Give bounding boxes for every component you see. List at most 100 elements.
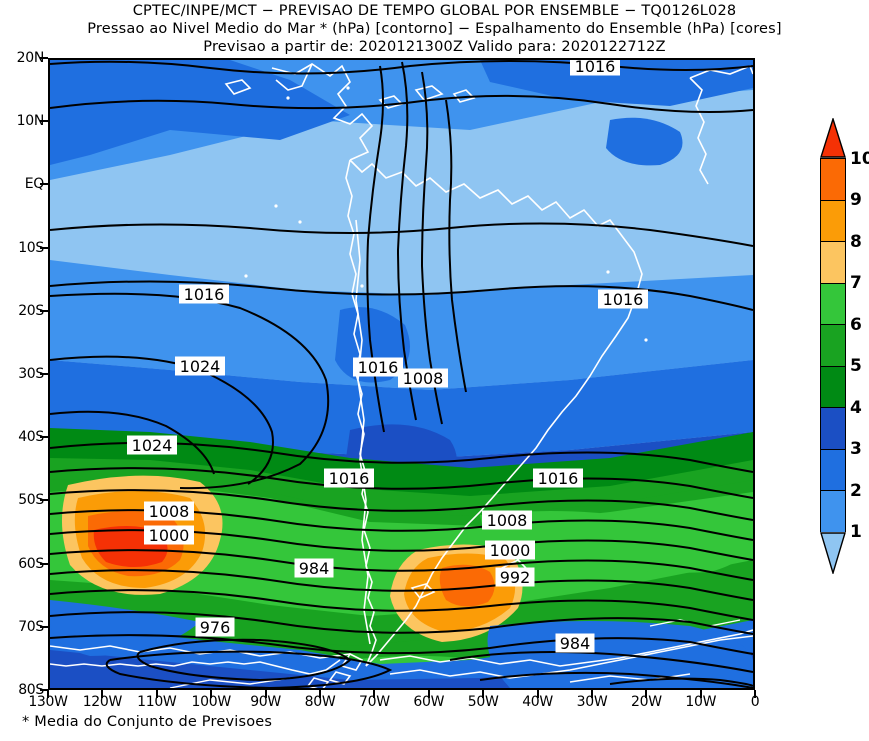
contour-label: 1000 <box>485 540 535 560</box>
contour-label: 984 <box>294 558 334 578</box>
coastline <box>689 77 709 185</box>
pressure-contour <box>50 611 753 635</box>
contour-label-text: 1016 <box>358 358 399 377</box>
contour-label-text: 984 <box>299 559 330 578</box>
coast-speck <box>298 220 302 224</box>
coastline <box>689 64 753 79</box>
colorbar-bottom-arrow <box>820 531 846 574</box>
pressure-contour <box>609 677 753 687</box>
x-tick-label: 80W <box>304 694 336 710</box>
contour-label: 1024 <box>175 356 225 376</box>
contour-label-text: 1016 <box>603 290 644 309</box>
coastline <box>328 671 352 685</box>
y-tick-label: 70S <box>18 618 44 635</box>
coast-speck <box>286 96 290 100</box>
contour-label-bg <box>485 540 535 560</box>
contour-label-text: 1024 <box>180 357 221 376</box>
colorbar-band <box>820 324 846 366</box>
contour-label-text: 1016 <box>329 469 370 488</box>
contour-label-text: 1008 <box>149 502 190 521</box>
contour-label-bg <box>598 289 648 309</box>
shaded-region <box>480 60 753 106</box>
colorbar-band <box>820 407 846 449</box>
colorbar-tick-label: 1 <box>850 522 862 542</box>
y-tick-label: 10S <box>18 239 44 256</box>
colorbar-tick-label: 7 <box>850 273 862 293</box>
y-tick-label: 80S <box>18 682 44 698</box>
coast-speck <box>346 86 350 90</box>
contour-label-text: 1016 <box>575 60 616 76</box>
contour-label-bg <box>495 567 535 587</box>
y-tick-label: 50S <box>18 492 44 509</box>
pressure-contour <box>50 441 753 473</box>
y-tick-mark <box>40 562 48 565</box>
pressure-contour <box>50 489 753 521</box>
y-tick-label: 20N <box>16 50 45 66</box>
y-tick-mark <box>40 373 48 375</box>
contour-label-bg <box>175 356 225 376</box>
pressure-contour <box>396 61 417 421</box>
colorbar-tick-label: 10 <box>850 148 869 169</box>
contour-label-text: 1016 <box>538 469 579 488</box>
y-tick-label: 20S <box>18 302 44 319</box>
y-tick-mark <box>40 120 48 123</box>
coastline <box>340 652 364 671</box>
coastline <box>224 79 252 95</box>
y-tick-mark <box>40 57 48 59</box>
contour-label: 1016 <box>353 357 403 377</box>
x-tick-label: 70W <box>359 694 390 710</box>
x-tick-mark <box>754 690 756 698</box>
pressure-contour <box>50 549 753 581</box>
footnote: * Media do Conjunto de Previsoes <box>22 714 273 730</box>
colorbar-tick-label: 2 <box>850 480 862 501</box>
y-tick-label: 60S <box>18 555 44 572</box>
contour-label-text: 992 <box>500 568 531 587</box>
contour-label: 992 <box>495 567 535 587</box>
coastline <box>410 583 436 599</box>
x-tick-mark <box>319 690 321 698</box>
x-tick-mark <box>47 690 49 698</box>
colorbar-band <box>820 199 846 241</box>
x-tick-mark <box>482 690 485 698</box>
contour-label: 1008 <box>482 510 532 530</box>
y-tick-mark <box>40 246 48 249</box>
colorbar-band <box>820 365 846 407</box>
pressure-contour <box>50 634 753 655</box>
contour-label-text: 1000 <box>149 526 190 545</box>
contour-label-bg <box>324 468 374 488</box>
contour-label-text: 1008 <box>487 511 528 530</box>
colorbar-band <box>820 158 846 200</box>
x-tick-mark <box>536 690 539 698</box>
x-tick-mark <box>210 690 213 698</box>
shaded-region <box>50 60 350 165</box>
coastline <box>389 635 753 679</box>
contour-label: 1016 <box>533 468 583 488</box>
x-tick-label: 20W <box>631 694 662 710</box>
colorbar-tick-label: 6 <box>850 314 862 335</box>
x-tick-label: 10W <box>685 694 717 710</box>
coastline <box>379 629 753 667</box>
coastline <box>345 159 377 667</box>
shaded-region <box>439 564 495 607</box>
x-tick-mark <box>101 690 104 698</box>
pressure-contour <box>449 651 753 673</box>
coastline <box>50 659 341 675</box>
x-tick-label: 30W <box>576 694 608 710</box>
contour-label-text: 976 <box>200 618 231 637</box>
contour-label-bg <box>555 633 595 653</box>
pressure-contour <box>445 99 467 393</box>
contour-label-bg <box>398 368 448 388</box>
y-tick-label: 30S <box>18 366 44 382</box>
coastline <box>306 677 330 688</box>
x-tick-mark <box>591 690 593 698</box>
colorbar-band <box>820 282 846 324</box>
title-line-3: Previsao a partir de: 2020121300Z Valido… <box>203 39 666 55</box>
contour-label: 984 <box>555 633 595 653</box>
contour-label: 1016 <box>570 60 620 76</box>
contour-label-bg <box>144 501 194 521</box>
shaded-region <box>606 117 683 166</box>
colorbar-band <box>820 241 846 283</box>
coastline <box>271 63 374 161</box>
contour-label: 1024 <box>127 435 177 455</box>
